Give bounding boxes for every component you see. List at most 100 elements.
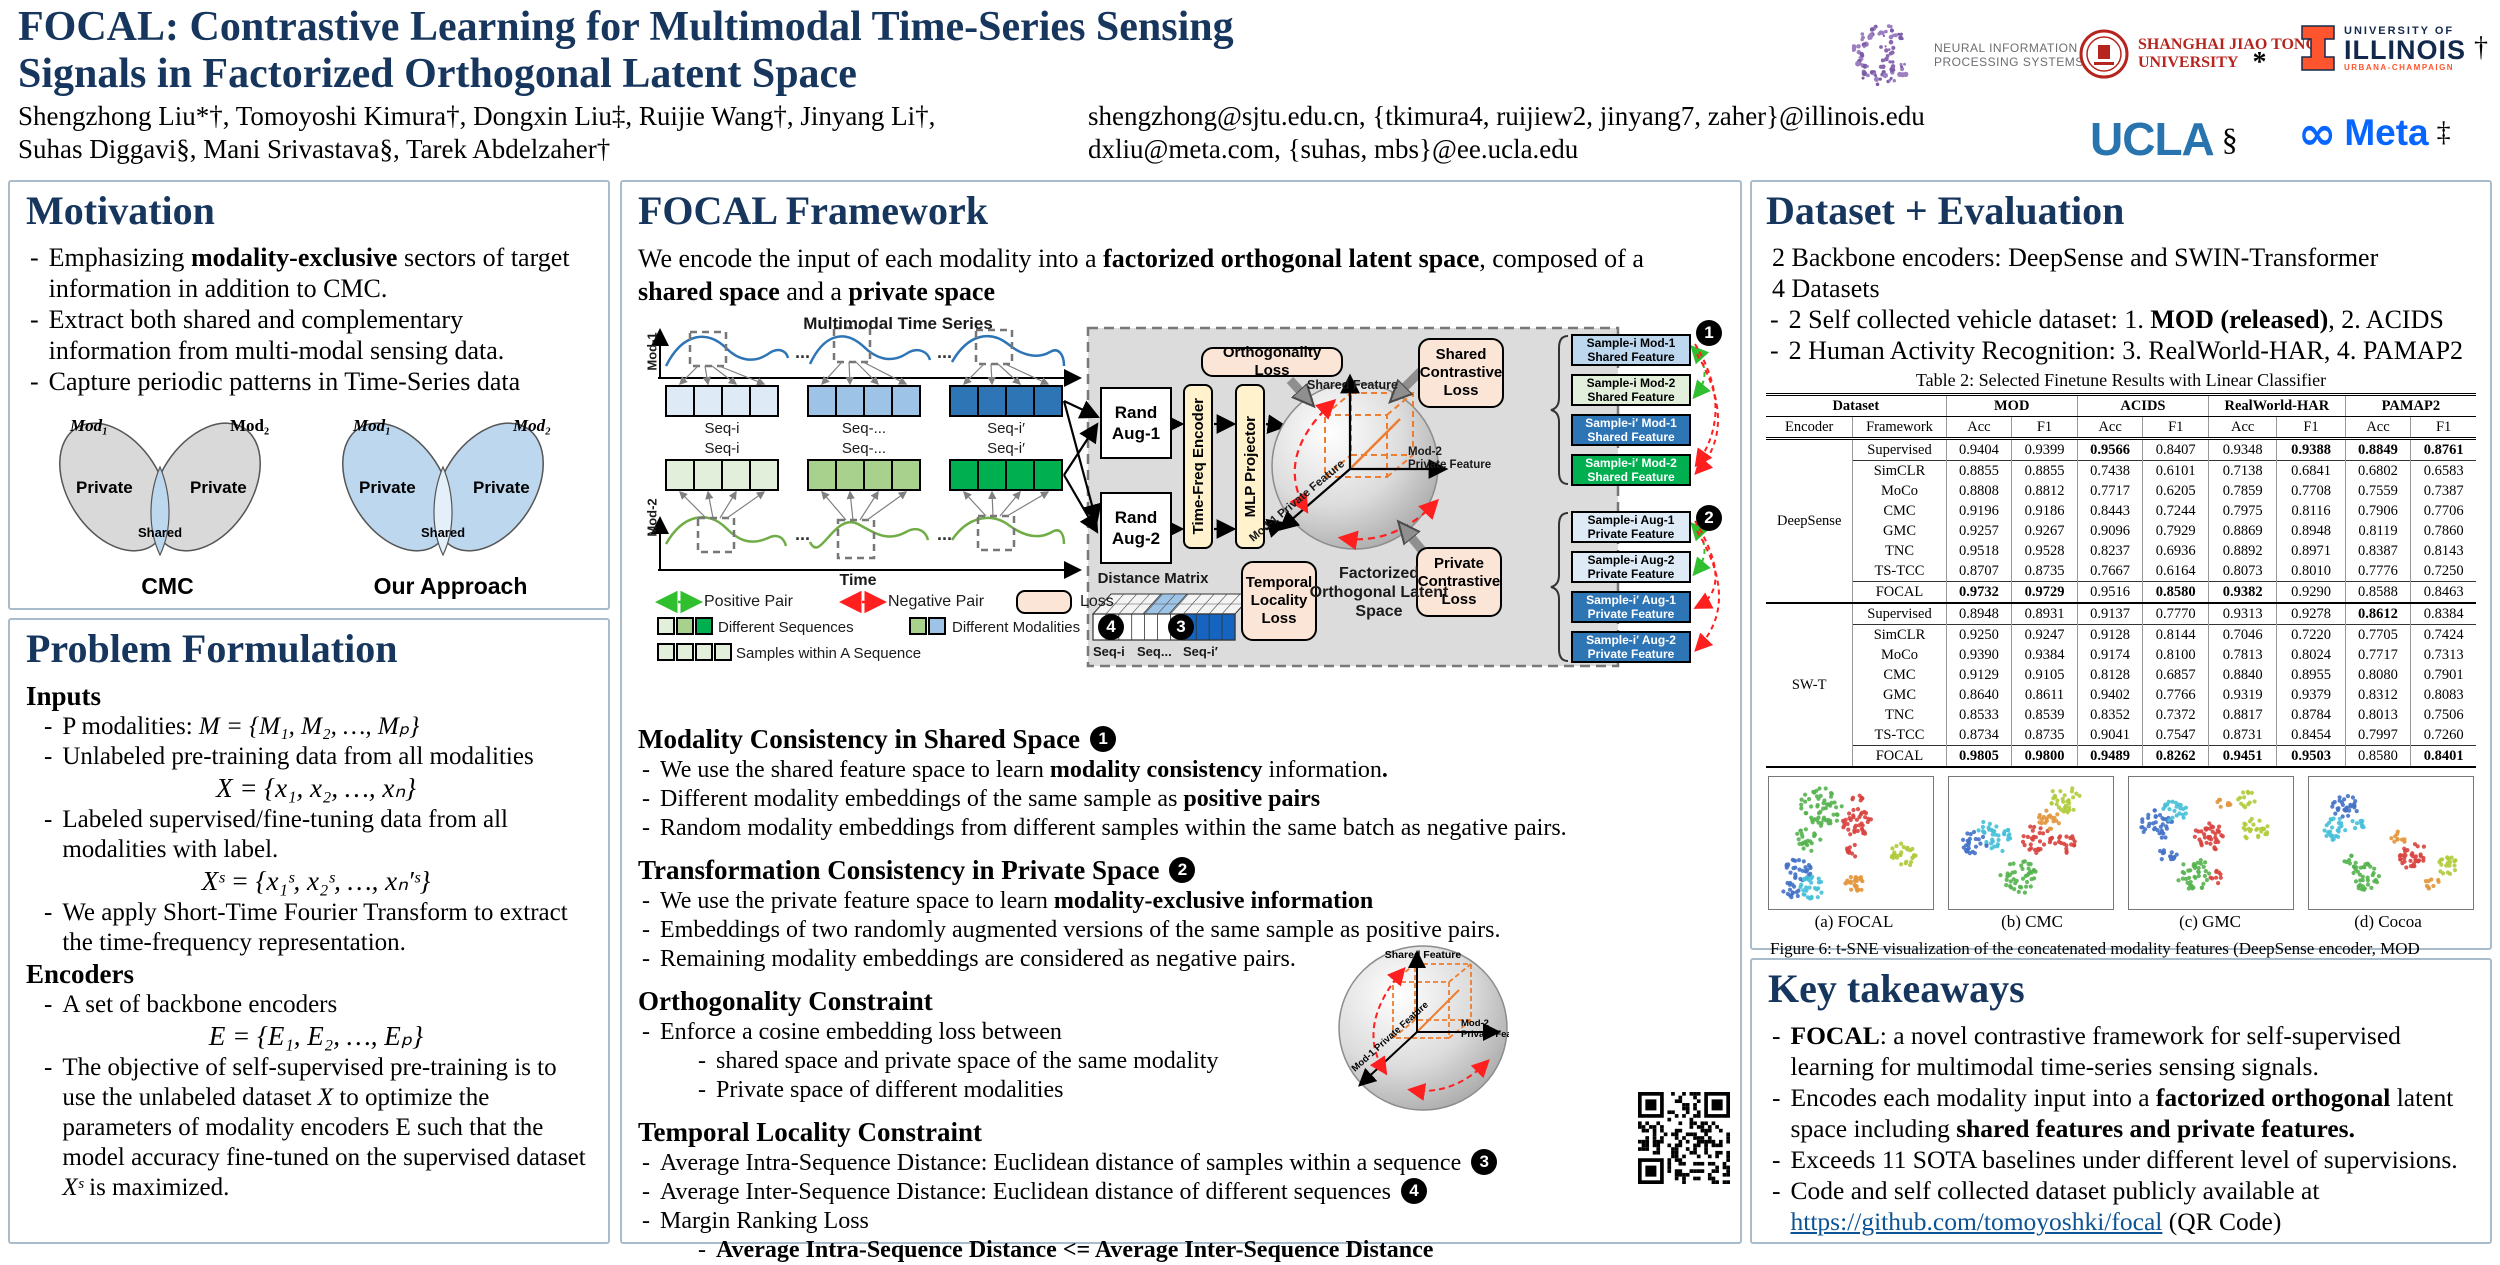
framework-cell: CMC <box>1852 665 1947 685</box>
sample-feature-box: Sample-i Mod-1 Shared Feature <box>1571 334 1691 366</box>
value-cell: 0.8454 <box>2276 725 2346 746</box>
evaluation-section: Dataset + Evaluation 2 Backbone encoders… <box>1750 180 2492 980</box>
value-cell: 0.7438 <box>2076 460 2143 481</box>
value-cell: 0.7901 <box>2410 665 2476 685</box>
value-cell: 0.8612 <box>2344 602 2411 625</box>
value-cell: 0.6841 <box>2276 460 2346 481</box>
tsne-plot <box>2308 776 2474 910</box>
tsne-caption: (c) GMC <box>2179 912 2241 931</box>
framework-cell: TNC <box>1852 705 1947 725</box>
encoder-cell: SW-T <box>1766 602 1853 767</box>
value-cell: 0.9518 <box>1945 541 2012 561</box>
value-cell: 0.9503 <box>2276 745 2346 767</box>
framework-cell: CMC <box>1852 501 1947 521</box>
value-cell: 0.8116 <box>2276 501 2346 521</box>
seq-iprime-label2: Seq-i′ <box>987 440 1025 457</box>
framework-subsection: Temporal Locality Constraint - Average Int… <box>638 1117 1724 1265</box>
value-cell: 0.9196 <box>1945 501 2012 521</box>
problem-title: Problem Formulation <box>26 626 398 671</box>
value-cell: 0.8892 <box>2208 541 2277 561</box>
bullet: - Exceeds 11 SOTA baselines under differe… <box>1772 1145 2458 1174</box>
value-cell: 0.8971 <box>2276 541 2346 561</box>
value-cell: 0.9137 <box>2076 602 2143 625</box>
sjtu-logo: SHANGHAI JIAO TONG UNIVERSITY * <box>2078 28 2318 80</box>
value-cell: 0.8735 <box>2011 725 2078 746</box>
table-row: CMC 0.9196 0.9186 0.8443 0.7244 0.7975 0.8116 0… <box>1766 501 2476 521</box>
framework-intro: We encode the input of each modality int… <box>638 244 1644 306</box>
value-cell: 0.8840 <box>2208 665 2277 685</box>
framework-sections: Modality Consistency in Shared Space 1 - We… <box>638 724 1724 1265</box>
value-cell: 0.8013 <box>2344 705 2411 725</box>
value-cell: 0.9105 <box>2011 665 2078 685</box>
shared-feature-label: Shared Feature <box>1306 378 1398 392</box>
value-cell: 0.7717 <box>2076 481 2143 501</box>
github-repo-link[interactable]: https://github.com/tomoyoshki/focal <box>1790 1207 2163 1236</box>
bullet: - Encodes each modality input into a fact… <box>1772 1083 2454 1143</box>
value-cell: 0.7717 <box>2344 645 2411 665</box>
value-cell: 0.7975 <box>2208 501 2277 521</box>
illinois-logo-text: UNIVERSITY OF ILLINOIS URBANA-CHAMPAIGN <box>2344 24 2466 72</box>
value-cell: 0.8352 <box>2076 705 2143 725</box>
seq-dots-label2: Seq-... <box>841 440 887 457</box>
venn-diagrams: Mod₁ Mod₂ Private Private Shared CMC Mod… <box>26 403 592 600</box>
table-row: MoCo 0.9390 0.9384 0.9174 0.8100 0.7813 0.8024… <box>1766 645 2476 665</box>
value-cell: 0.8761 <box>2410 438 2476 461</box>
tsne-caption: (d) Cocoa <box>2354 912 2422 931</box>
value-cell: 0.9805 <box>1945 745 2012 767</box>
code-availability-bullet: - Code and self collected dataset public… <box>1772 1176 2320 1236</box>
value-cell: 0.8948 <box>1945 602 2012 625</box>
table-header-row: Encoder Framework Acc F1 Acc F1 Acc F1 A… <box>1766 416 2476 440</box>
bullet: - Unlabeled pre-training data from all mo… <box>44 743 534 770</box>
value-cell: 0.9278 <box>2276 602 2346 625</box>
table-row: SimCLR 0.9250 0.9247 0.9128 0.8144 0.7046 0.72… <box>1766 624 2476 645</box>
meta-logo: ∞ Meta ‡ <box>2298 110 2451 156</box>
framework-section: FOCAL Framework We encode the input of e… <box>620 180 1742 1263</box>
svg-text:Private: Private <box>473 478 530 497</box>
venn-ours-graphic: Mod₁ Mod₂ Private Private Shared <box>341 416 551 557</box>
latent-space-label: Factorized Orthogonal Latent Space <box>1309 565 1449 620</box>
emails-line1: shengzhong@sjtu.edu.cn, {tkimura4, ruiji… <box>1088 101 1925 131</box>
value-cell: 0.8312 <box>2344 685 2411 705</box>
value-cell: 0.7387 <box>2410 481 2476 501</box>
value-cell: 0.8024 <box>2276 645 2346 665</box>
value-cell: 0.9186 <box>2011 501 2078 521</box>
value-cell: 0.8735 <box>2011 561 2078 582</box>
svg-text:...: ... <box>937 342 952 362</box>
value-cell: 0.9096 <box>2076 521 2143 541</box>
sjtu-seal-icon <box>2079 29 2129 79</box>
framework-subsection: Transformation Consistency in Private Sp… <box>638 855 1724 974</box>
value-cell: 0.6936 <box>2142 541 2209 561</box>
framework-title: FOCAL Framework <box>638 188 988 233</box>
bullet: - FOCAL: a novel contrastive framework fo… <box>1772 1021 2401 1081</box>
mod2-private-feature-label: Mod-2 Private Feature <box>1408 446 1492 471</box>
value-cell: 0.8387 <box>2344 541 2411 561</box>
bullet: - Average Intra-Sequence Distance: Euclid… <box>638 1149 1724 1178</box>
value-cell: 0.9257 <box>1945 521 2012 541</box>
takeaways-title: Key takeaways <box>1768 966 2025 1011</box>
bullet: -P modalities: M = {M₁, M₂, …, Mₚ} <box>44 713 420 740</box>
table-row: GMC 0.9257 0.9267 0.9096 0.7929 0.8869 0.8948 0… <box>1766 521 2476 541</box>
subsection-heading: Transformation Consistency in Private Sp… <box>638 855 1724 885</box>
value-cell: 0.8100 <box>2142 645 2209 665</box>
ucla-wordmark: UCLA <box>2090 113 2215 165</box>
venn-cmc-caption: CMC <box>141 573 194 599</box>
authors-line2: Suhas Diggavi§, Mani Srivastava§, Tarek … <box>18 134 611 164</box>
value-cell: 0.7220 <box>2276 624 2346 645</box>
emails-line2: dxliu@meta.com, {suhas, mbs}@ee.ucla.edu <box>1088 134 1579 164</box>
matrix-seq-iprime: Seq-i′ <box>1183 644 1218 659</box>
bullet: - Capture periodic patterns in Time-Serie… <box>30 367 521 396</box>
svg-text:Private: Private <box>76 478 133 497</box>
legend-samples-within-sequence: Samples within A Sequence <box>736 645 922 662</box>
framework-cell: SimCLR <box>1852 624 1947 645</box>
formula: Xˢ = {x₁ˢ, x₂ˢ, …, xₙ′ˢ} <box>201 866 431 896</box>
value-cell: 0.9247 <box>2011 624 2078 645</box>
value-cell: 0.8010 <box>2276 561 2346 582</box>
ucla-marker: § <box>2221 120 2238 157</box>
bullet: - Labeled supervised/fine-tuning data fro… <box>44 806 509 863</box>
bullet: - We apply Short-Time Fourier Transform t… <box>44 899 568 956</box>
value-cell: 0.7250 <box>2410 561 2476 582</box>
formula: E = {E₁, E₂, …, Eₚ} <box>208 1021 424 1051</box>
value-cell: 0.7860 <box>2410 521 2476 541</box>
value-cell: 0.9451 <box>2208 745 2277 767</box>
value-cell: 0.8869 <box>2208 521 2277 541</box>
